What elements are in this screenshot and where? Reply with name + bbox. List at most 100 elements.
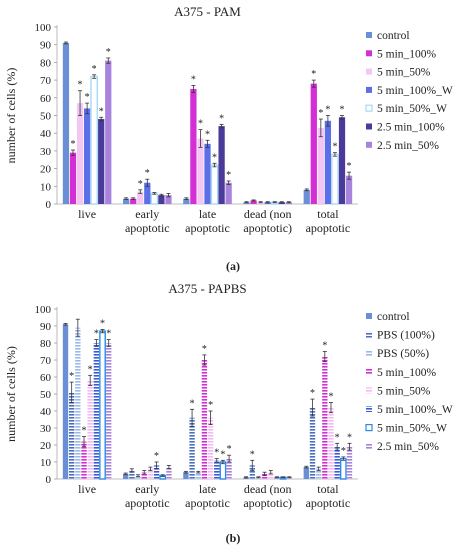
legend-swatch [366,68,372,75]
bar [317,127,324,204]
bar [250,200,257,204]
bar [214,460,220,479]
bar [144,182,151,204]
bar [303,189,310,204]
chart-title: A375 - PAPBS [168,281,246,296]
bar [105,60,112,204]
legend-swatch [366,86,372,93]
bar [153,465,160,479]
y-tick-label: 20 [40,440,52,452]
y-tick-label: 90 [40,40,52,52]
y-tick-label: 70 [40,75,52,87]
x-category-label: apoptotic [125,496,170,510]
x-category-label: apoptotic [306,221,351,235]
significance-marker: * [311,69,316,80]
bar [189,417,195,479]
bar [210,164,219,205]
legend-swatch [366,313,372,319]
panel-a-label: (a) [226,259,240,273]
legend-label: 2.5 min_50% [377,441,439,453]
bar [123,473,129,479]
legend-label: PBS (100%) [377,330,435,342]
x-category-label: apoptotic [306,496,351,510]
x-category-label: live [78,207,96,221]
significance-marker: * [335,432,340,443]
legend-label: PBS (50%) [377,348,429,360]
bar [261,473,268,479]
bar [309,407,316,479]
legend-label: 5 min_100%_W [377,85,453,97]
y-tick-label: 90 [40,321,52,333]
bar [90,75,98,205]
significance-marker: * [347,161,352,172]
y-axis-label: number of cells (%) [4,68,18,164]
bar [93,343,100,479]
significance-marker: * [347,432,352,443]
legend-swatch [366,387,372,394]
chart-panel-b: A375 - PAPBS number of cells (%) 0 10 20 30 40… [4,281,453,510]
bar [165,195,172,204]
y-tick-label: 100 [35,304,52,316]
significance-marker: * [227,444,232,455]
significance-marker: * [226,170,231,181]
x-category-label: dead (non [244,482,292,496]
bar [201,360,208,479]
x-category-label: total [317,482,339,496]
bar [331,153,339,205]
y-axis-label: number of cells (%) [4,346,18,442]
bar [130,198,137,204]
legend-swatch [366,368,372,375]
legend-swatch [366,123,372,130]
significance-marker: * [85,92,90,103]
legend-label: 5 min_50%_W [377,423,447,435]
significance-marker: * [70,139,75,150]
bar [338,117,346,204]
bar [75,327,81,479]
bar [137,191,144,204]
bar [158,195,165,204]
bar [166,467,172,479]
x-category-label: early [135,207,159,221]
legend-swatch [365,104,373,112]
y-tick-label: 40 [40,128,52,140]
significance-marker: * [250,449,255,460]
x-category-label: apoptotic [185,496,230,510]
y-tick-label: 50 [40,111,52,123]
y-tick-label: 30 [40,423,52,435]
legend-label: 2.5 min_100% [377,122,445,134]
legend-swatch [366,32,372,38]
legend-label: 5 min_100% [377,367,437,379]
bar [129,470,135,479]
y-tick-label: 30 [40,146,52,158]
bar [219,461,227,480]
chart-title: A375 - PAM [174,4,241,19]
bar [69,152,77,204]
legend-label: control [377,311,410,323]
bar [183,472,189,479]
bar [190,88,197,204]
legend-swatch [366,331,372,338]
bar [62,42,70,205]
y-tick-label: 60 [40,372,52,384]
significance-marker: * [220,449,225,460]
bar [268,472,274,479]
bar [310,83,317,204]
bar [141,472,147,479]
bar [324,120,332,204]
bar [345,175,353,204]
significance-marker: * [328,392,333,403]
x-category-label: late [199,207,216,221]
x-category-label: apoptotic) [243,496,292,510]
bar [147,468,154,479]
bar [99,330,106,480]
significance-marker: * [154,451,159,462]
chart-panel-a: A375 - PAM number of cells (%) 0 10 20 30 40 50… [4,4,453,235]
x-category-label: late [199,482,216,496]
significance-marker: * [341,446,346,457]
bar [123,198,130,204]
significance-marker: * [198,119,203,130]
bar [62,324,69,479]
y-tick-label: 10 [40,457,52,469]
x-category-label: apoptotic) [243,221,292,235]
bar [83,108,91,204]
